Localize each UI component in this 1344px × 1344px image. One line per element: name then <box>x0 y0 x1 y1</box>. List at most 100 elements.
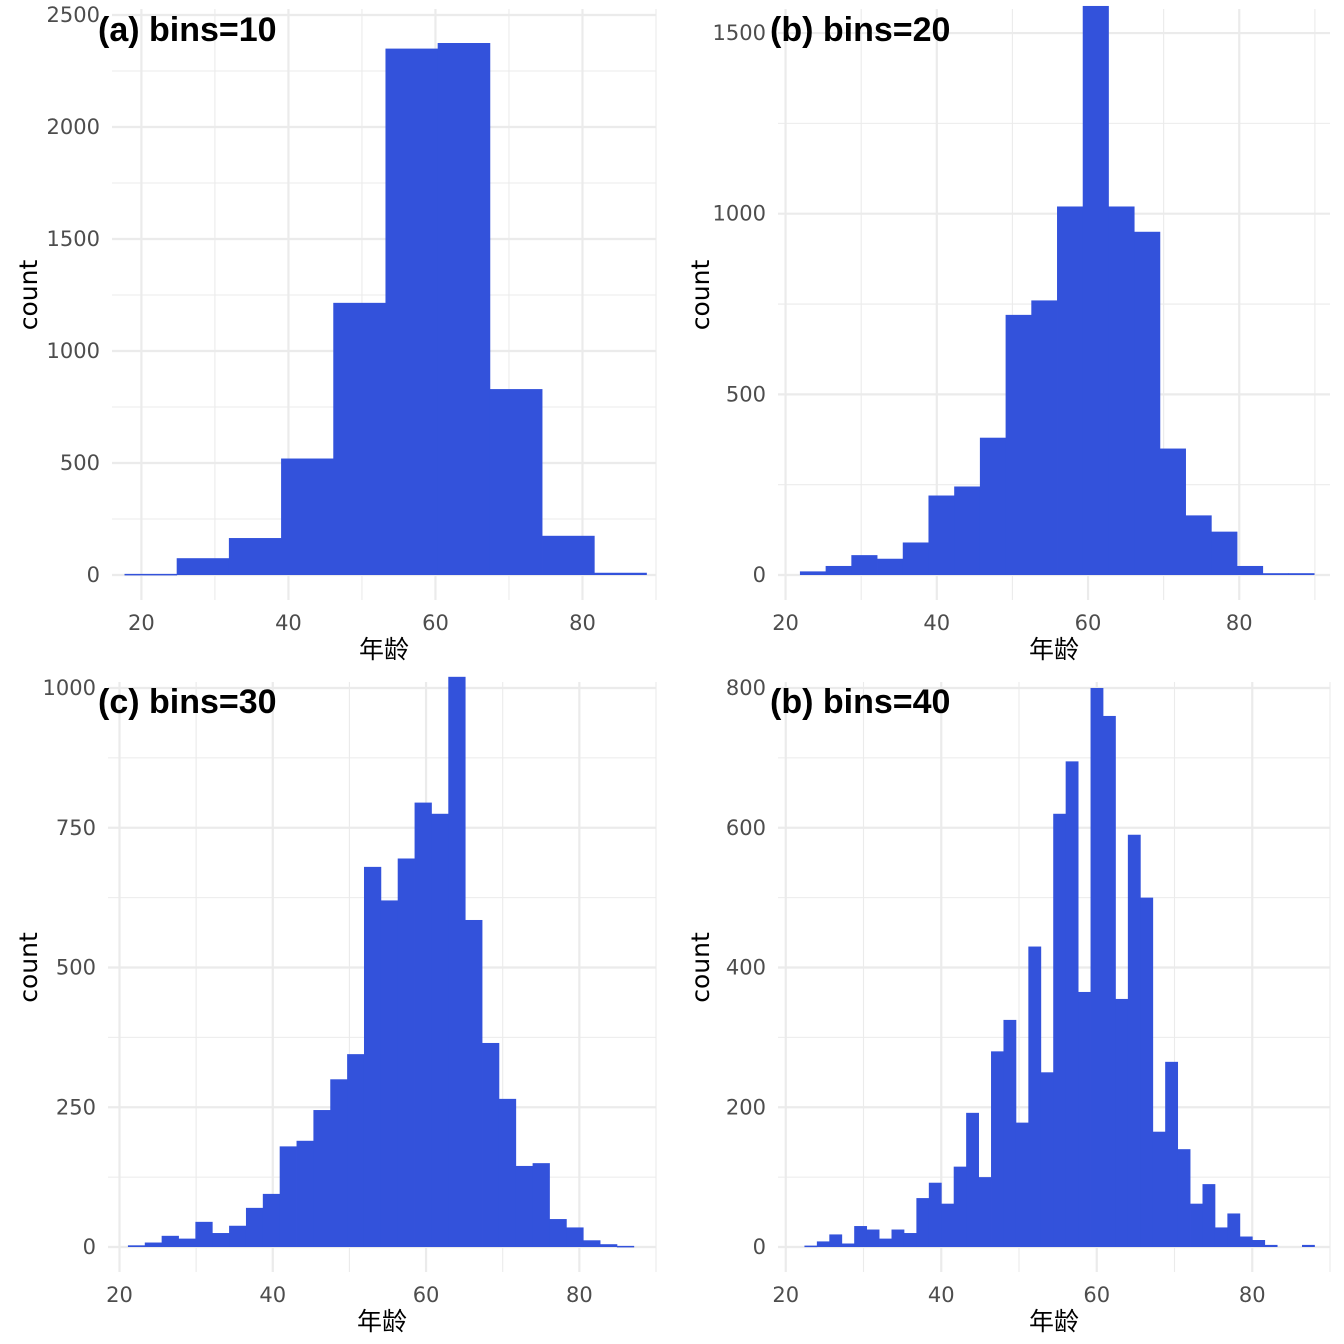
histogram-bar <box>1152 1131 1166 1247</box>
panel-4: 0 200 400 600 800 20 40 60 80 年龄 count (b) bins=40 <box>686 676 1331 1336</box>
histogram-bar <box>1288 573 1315 575</box>
histogram-bar <box>1102 715 1116 1247</box>
y-tick-label: 0 <box>753 1235 766 1259</box>
histogram-bar <box>363 866 382 1247</box>
x-tick-label: 40 <box>259 1283 286 1307</box>
y-tick-label: 1000 <box>713 202 766 226</box>
y-tick-label: 0 <box>753 563 766 587</box>
y-tick-label: 400 <box>726 956 766 980</box>
histogram-bar <box>1028 946 1042 1247</box>
y-axis-title: count <box>686 932 715 1003</box>
histogram-bar <box>583 1240 601 1247</box>
x-tick-label: 20 <box>106 1283 133 1307</box>
histogram-bar <box>804 1245 818 1248</box>
histogram-bar <box>144 1242 163 1247</box>
histogram-bar <box>1190 1203 1203 1247</box>
histogram-bar <box>549 1219 567 1247</box>
histogram-bar <box>281 458 334 575</box>
x-tick-label: 60 <box>1075 611 1102 635</box>
histogram-bar <box>825 565 852 575</box>
x-tick-label: 80 <box>566 1283 593 1307</box>
histogram-bar <box>879 1238 892 1247</box>
x-tick-label: 80 <box>569 611 596 635</box>
histogram-bar <box>1159 448 1186 575</box>
y-tick-label: 750 <box>56 816 96 840</box>
histogram-bar <box>1140 897 1154 1247</box>
y-tick-label: 200 <box>726 1095 766 1119</box>
histogram-bar <box>228 538 282 575</box>
histogram-bar <box>431 813 449 1247</box>
y-axis-title: count <box>686 260 715 331</box>
histogram-bar <box>195 1221 213 1247</box>
y-tick-label: 0 <box>83 1235 96 1259</box>
histogram-bar <box>245 1207 264 1247</box>
histogram-bar <box>978 1177 992 1247</box>
histogram-bar <box>397 858 415 1247</box>
histogram-bar <box>212 1233 230 1247</box>
histogram-bar <box>941 1203 955 1247</box>
histogram-bar <box>854 1226 868 1247</box>
histogram-bar <box>1053 813 1067 1247</box>
panel-title: (b) bins=40 <box>770 683 950 721</box>
histogram-bar <box>1239 1236 1253 1247</box>
histogram-bar <box>1115 998 1129 1247</box>
histogram-bar <box>1264 1244 1278 1247</box>
histogram-bar <box>515 1165 534 1247</box>
x-axis-title: 年龄 <box>1029 635 1079 664</box>
y-tick-label: 250 <box>56 1095 96 1119</box>
histogram-bar <box>1262 573 1289 575</box>
histogram-bar <box>347 1054 365 1247</box>
histogram-bar <box>262 1193 281 1247</box>
y-tick-label: 500 <box>726 382 766 406</box>
histogram-bar <box>928 495 955 575</box>
histogram-bar <box>489 389 543 575</box>
histogram-bar <box>1302 1244 1315 1247</box>
histogram-bar <box>1090 688 1104 1247</box>
histogram-bar <box>333 302 386 575</box>
x-tick-label: 20 <box>772 611 799 635</box>
histogram-bar <box>916 1198 930 1247</box>
histogram-bar <box>1078 991 1091 1247</box>
histogram-bar <box>1065 761 1079 1247</box>
histogram-bar <box>1127 834 1141 1247</box>
y-tick-label: 1000 <box>43 676 96 700</box>
histogram-bar <box>1177 1149 1191 1247</box>
histogram-bar <box>176 558 230 575</box>
histogram-bar <box>1165 1061 1179 1247</box>
x-tick-label: 20 <box>128 611 155 635</box>
histogram-bar <box>1040 1072 1054 1247</box>
histogram-bar <box>161 1235 179 1247</box>
histogram-bar <box>1082 5 1109 576</box>
histogram-bar <box>1185 515 1212 575</box>
histogram-bar <box>891 1229 905 1247</box>
histogram-bar <box>1005 314 1032 575</box>
y-tick-label: 2000 <box>47 115 100 139</box>
histogram-bar <box>966 1112 979 1247</box>
x-tick-label: 60 <box>1083 1283 1110 1307</box>
x-tick-label: 40 <box>275 611 302 635</box>
histogram-bar <box>465 919 483 1247</box>
x-tick-label: 20 <box>772 1283 799 1307</box>
histogram-bar <box>1003 1019 1017 1247</box>
y-tick-label: 2500 <box>47 3 100 27</box>
histogram-bar <box>385 48 439 576</box>
histogram-bar <box>124 573 178 576</box>
x-axis-title: 年龄 <box>359 635 409 664</box>
histogram-bar <box>532 1163 550 1247</box>
histogram-bar <box>841 1243 855 1247</box>
histogram-bar <box>928 1182 942 1247</box>
histogram-bar <box>954 486 981 575</box>
y-tick-label: 0 <box>87 563 100 587</box>
histogram-bar <box>1031 300 1058 575</box>
histogram-bar <box>566 1227 584 1247</box>
x-axis-title: 年龄 <box>1029 1307 1079 1336</box>
histogram-bar <box>1108 206 1135 575</box>
histogram-bar <box>903 1233 917 1247</box>
y-tick-label: 600 <box>726 816 766 840</box>
panel-title: (c) bins=30 <box>98 683 277 721</box>
y-tick-label: 1500 <box>713 21 766 45</box>
x-axis-title: 年龄 <box>357 1307 407 1336</box>
y-tick-label: 500 <box>56 956 96 980</box>
x-tick-label: 40 <box>923 611 950 635</box>
